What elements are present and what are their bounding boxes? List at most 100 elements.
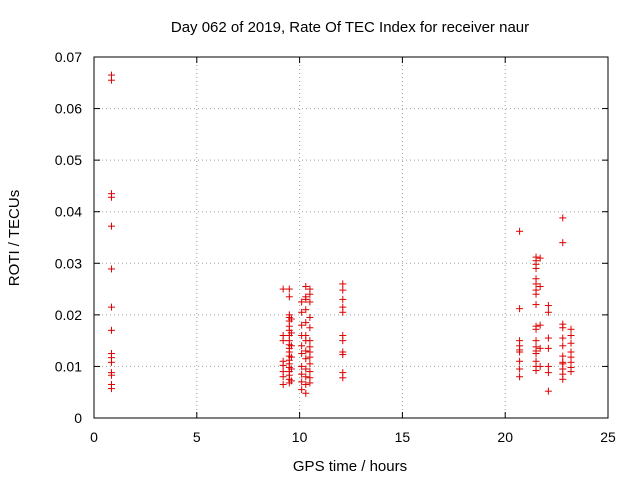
x-tick-label: 25 [600,429,616,445]
x-tick-labels: 0 5 10 15 20 25 [90,429,616,445]
y-tick-label: 0 [74,410,82,426]
data-point [298,321,306,329]
data-point [544,387,552,395]
data-point [532,301,540,309]
data-point [536,362,544,370]
data-point [536,321,544,329]
data-point [279,285,287,293]
data-point [298,350,306,358]
data-point [306,368,314,376]
data-point [559,352,567,360]
x-tick-label: 5 [193,429,201,445]
data-point [532,350,540,358]
x-tick-label: 0 [90,429,98,445]
data-point [559,375,567,383]
data-point [298,342,306,350]
data-point [544,369,552,377]
data-point [287,342,295,350]
data-point [302,295,310,303]
data-point [302,365,310,373]
data-point [306,353,314,361]
y-tick-label: 0.06 [55,101,82,117]
data-point [107,358,115,366]
data-point [287,315,295,323]
data-point [285,293,293,301]
data-point [567,325,575,333]
y-tick-labels: 0 0.01 0.02 0.03 0.04 0.05 0.06 0.07 [55,49,82,426]
data-point [302,347,310,355]
data-point [287,353,295,361]
grid-lines [94,57,608,418]
data-point [536,254,544,262]
x-tick-label: 15 [395,429,411,445]
data-point [559,324,567,332]
data-point [306,290,314,298]
data-point [302,306,310,314]
data-point [516,348,524,356]
data-point [285,285,293,293]
data-point [544,334,552,342]
y-tick-label: 0.05 [55,152,82,168]
data-point [279,373,287,381]
data-point [532,280,540,288]
data-point [339,374,347,382]
data-point [306,324,314,332]
data-point [279,380,287,388]
x-tick-label: 20 [497,429,513,445]
data-point [302,380,310,388]
data-point [279,337,287,345]
data-point [287,329,295,337]
data-point [532,325,540,333]
data-point [544,344,552,352]
data-point [107,303,115,311]
y-tick-label: 0.01 [55,358,82,374]
data-point [302,373,310,381]
data-point [532,264,540,272]
data-point [567,331,575,339]
data-point [532,337,540,345]
x-tick-label: 10 [292,429,308,445]
y-tick-label: 0.02 [55,307,82,323]
data-point [516,357,524,365]
data-point [544,362,552,370]
data-point [559,214,567,222]
data-point [279,361,287,369]
data-point [107,385,115,393]
data-point [302,389,310,397]
data-point [107,76,115,84]
data-point [306,298,314,306]
data-point [306,360,314,368]
plot-frame [93,56,609,419]
data-point [516,365,524,373]
data-points [107,71,575,397]
data-point [107,265,115,273]
data-point [306,337,314,345]
data-point [107,371,115,379]
data-point [298,362,306,370]
data-point [339,337,347,345]
y-tick-label: 0.03 [55,255,82,271]
data-point [306,379,314,387]
y-axis-label: ROTI / TECUs [6,190,23,286]
data-point [567,368,575,376]
data-point [298,370,306,378]
data-point [298,386,306,394]
x-axis-label: GPS time / hours [293,458,407,475]
data-point [306,313,314,321]
data-point [559,239,567,247]
data-point [302,319,310,327]
data-point [544,308,552,316]
data-point [339,308,347,316]
data-point [339,280,347,288]
data-point [298,378,306,386]
data-point [107,222,115,230]
data-point [298,298,306,306]
data-point [339,295,347,303]
data-point [302,282,310,290]
data-point [339,351,347,359]
data-point [559,342,567,350]
data-point [516,227,524,235]
data-point [302,355,310,363]
